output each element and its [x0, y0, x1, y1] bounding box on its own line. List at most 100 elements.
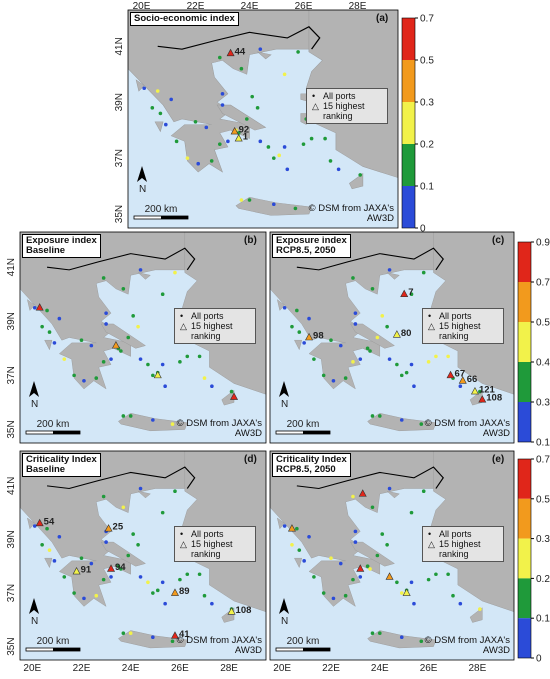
port: [395, 362, 399, 367]
land: [270, 451, 454, 607]
colorbar-label: 0.1: [420, 182, 434, 193]
title-line: Criticality Index: [26, 454, 97, 465]
port: [297, 330, 302, 334]
port: [301, 142, 306, 146]
port: [385, 324, 389, 329]
port: [255, 106, 260, 110]
top-port: [402, 588, 411, 596]
top-port: [227, 607, 236, 615]
port: [302, 559, 306, 563]
port: [399, 373, 404, 378]
top-port: [107, 564, 116, 572]
top-port: [458, 376, 467, 384]
port: [365, 346, 370, 351]
port: [336, 167, 341, 172]
port: [399, 635, 404, 640]
port: [104, 311, 108, 315]
top-port: [305, 332, 314, 341]
border: [46, 466, 196, 490]
port: [131, 314, 135, 318]
port: [151, 373, 155, 378]
port: [378, 631, 382, 636]
port: [170, 422, 175, 426]
scale-bar: [303, 648, 330, 651]
port: [307, 316, 311, 321]
port: [296, 50, 300, 54]
panel-title: Socio-economic index: [130, 12, 239, 26]
port: [239, 198, 244, 202]
lat-label: 35N: [6, 637, 17, 655]
legend: • All ports △ 15 highest ranking: [306, 88, 388, 125]
port: [302, 341, 306, 345]
land: [137, 272, 151, 280]
port: [170, 639, 175, 644]
legend-entry: • All ports: [312, 91, 356, 102]
colorbar-label: 0.1: [536, 438, 550, 449]
port: [370, 287, 375, 291]
top-port: [287, 524, 296, 532]
port: [218, 55, 222, 60]
lat-label: 37N: [6, 584, 17, 602]
panel-letter: (e): [492, 454, 505, 465]
port: [321, 591, 326, 595]
land: [367, 413, 437, 432]
port: [329, 338, 333, 343]
land: [118, 413, 188, 432]
port: [328, 159, 333, 163]
colorbar-label: 0.5: [536, 318, 550, 329]
port: [104, 322, 108, 326]
port: [131, 532, 135, 536]
rank-label: 54: [44, 516, 55, 527]
top-port: [356, 564, 365, 572]
colorbar-label: 0.3: [536, 534, 550, 545]
credit: © DSM from JAXA's AW3D: [424, 635, 510, 656]
land: [235, 197, 312, 216]
border: [296, 466, 444, 490]
top-port: [35, 303, 44, 311]
port: [343, 376, 348, 380]
port: [185, 354, 190, 359]
legend-symbol: •: [312, 91, 316, 102]
land: [100, 541, 146, 567]
port: [220, 103, 225, 107]
colorbar-label: 0.4: [536, 358, 550, 369]
lon-label: 28E: [469, 663, 487, 674]
port: [142, 86, 146, 91]
top-port: [234, 133, 243, 142]
lat-label: 35N: [6, 420, 17, 438]
port: [409, 580, 414, 585]
top-port: [230, 126, 239, 135]
port: [419, 639, 424, 644]
port: [229, 389, 234, 394]
port: [250, 94, 254, 99]
port: [174, 139, 179, 144]
land: [135, 79, 145, 92]
lat-label: 39N: [114, 93, 125, 111]
lat-label: 41N: [6, 477, 17, 495]
top-port: [226, 48, 235, 57]
port: [101, 360, 106, 364]
port: [101, 494, 106, 499]
colorbar-label: 0: [420, 224, 426, 235]
lon-label: 26E: [171, 663, 189, 674]
scale-bar: [53, 648, 80, 651]
border: [46, 247, 196, 271]
port: [40, 542, 44, 547]
port: [136, 324, 140, 329]
lon-label: 20E: [133, 1, 151, 12]
top-port: [35, 518, 44, 527]
port: [370, 414, 375, 418]
panel-frame: [127, 9, 399, 229]
port: [293, 206, 298, 211]
port: [202, 376, 207, 380]
legend-entry: △ 15 highest ranking: [428, 320, 481, 341]
rank-label: 121: [479, 385, 496, 396]
port: [380, 314, 385, 318]
port: [370, 631, 375, 636]
panel-frame: [19, 231, 267, 444]
port: [109, 357, 113, 361]
port: [45, 526, 49, 531]
north-label: N: [281, 616, 288, 627]
colorbar-label: 0.2: [536, 574, 550, 585]
